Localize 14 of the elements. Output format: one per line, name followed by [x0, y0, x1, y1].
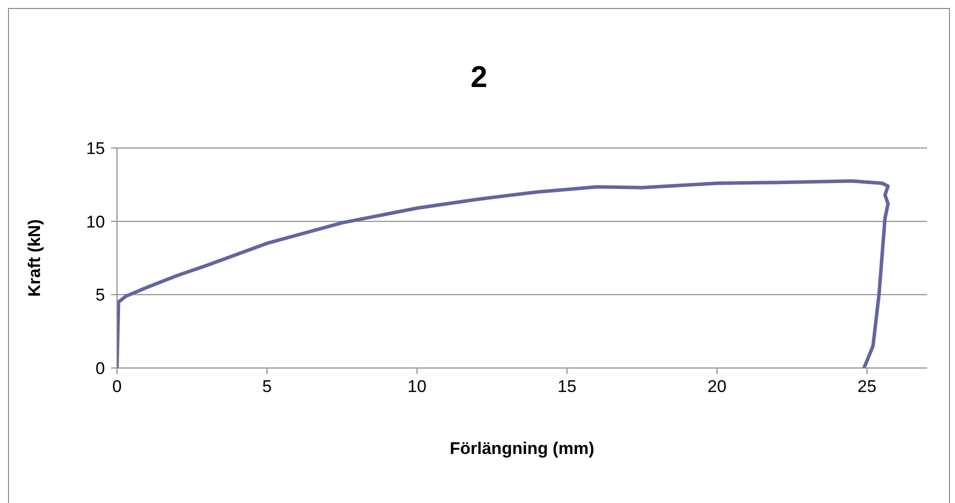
x-axis-title: Förlängning (mm) [450, 439, 594, 458]
chart-title: 2 [470, 61, 488, 95]
x-tick-label: 10 [408, 377, 426, 396]
x-tick-label: 5 [262, 377, 272, 396]
x-tick-label: 25 [858, 377, 876, 396]
y-axis-title: Kraft (kN) [25, 219, 44, 297]
x-tick-label: 0 [112, 377, 122, 396]
y-tick-label: 0 [96, 359, 105, 378]
y-tick-label: 15 [86, 139, 105, 158]
x-tick-label: 20 [708, 377, 726, 396]
y-tick-label: 5 [96, 286, 105, 305]
x-tick-label: 15 [558, 377, 576, 396]
y-tick-label: 10 [86, 212, 105, 232]
line-series [117, 179, 890, 368]
